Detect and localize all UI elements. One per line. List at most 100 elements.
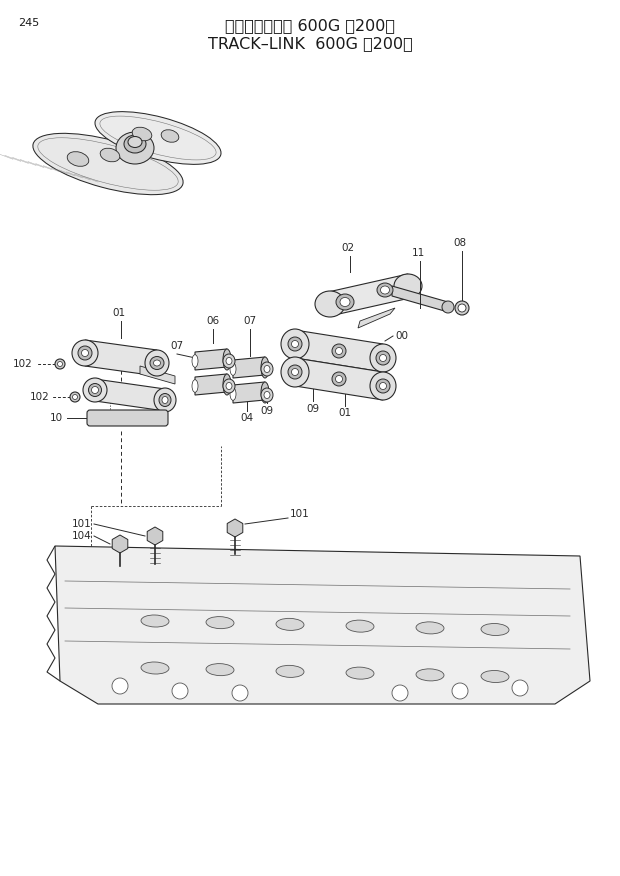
FancyBboxPatch shape (87, 410, 168, 426)
Polygon shape (295, 358, 383, 400)
Circle shape (392, 685, 408, 701)
Ellipse shape (223, 354, 235, 368)
Text: 00: 00 (395, 331, 408, 341)
Ellipse shape (150, 357, 164, 370)
Text: 10: 10 (50, 413, 63, 423)
Ellipse shape (223, 379, 235, 393)
Ellipse shape (141, 615, 169, 627)
Ellipse shape (261, 388, 273, 402)
Text: 07: 07 (244, 316, 257, 326)
Polygon shape (358, 308, 395, 328)
Circle shape (172, 683, 188, 699)
Ellipse shape (281, 329, 309, 359)
Circle shape (512, 680, 528, 696)
Ellipse shape (264, 365, 270, 372)
Text: 09: 09 (260, 406, 273, 416)
Ellipse shape (226, 383, 232, 390)
Ellipse shape (206, 664, 234, 675)
Text: 245: 245 (18, 18, 39, 28)
Ellipse shape (481, 624, 509, 635)
Ellipse shape (281, 357, 309, 387)
Ellipse shape (159, 393, 171, 406)
Ellipse shape (124, 135, 146, 153)
Text: TRACK–LINK  600G （200）: TRACK–LINK 600G （200） (208, 36, 412, 51)
Ellipse shape (261, 362, 273, 376)
Text: 102: 102 (30, 392, 50, 402)
Polygon shape (95, 379, 165, 411)
Ellipse shape (291, 341, 298, 348)
Ellipse shape (154, 360, 161, 366)
Text: 101: 101 (290, 509, 310, 519)
Ellipse shape (332, 344, 346, 358)
Polygon shape (233, 382, 265, 403)
Ellipse shape (83, 378, 107, 402)
Ellipse shape (192, 379, 198, 392)
Circle shape (112, 678, 128, 694)
Text: 101: 101 (73, 519, 92, 529)
Ellipse shape (141, 662, 169, 674)
Ellipse shape (95, 111, 221, 165)
Ellipse shape (161, 130, 179, 142)
Ellipse shape (416, 669, 444, 681)
Ellipse shape (264, 392, 270, 399)
Polygon shape (328, 274, 410, 316)
Ellipse shape (291, 369, 298, 376)
Ellipse shape (33, 133, 183, 194)
Text: トラックリンク 600G （200）: トラックリンク 600G （200） (225, 18, 395, 33)
Ellipse shape (230, 363, 236, 375)
Text: 01: 01 (112, 308, 126, 318)
Ellipse shape (376, 351, 390, 365)
Ellipse shape (315, 291, 345, 317)
Ellipse shape (261, 357, 269, 378)
Ellipse shape (379, 383, 386, 390)
Ellipse shape (332, 372, 346, 386)
Ellipse shape (223, 374, 231, 395)
Ellipse shape (162, 397, 168, 404)
Text: 02: 02 (342, 243, 355, 253)
Ellipse shape (370, 344, 396, 372)
Ellipse shape (288, 337, 302, 351)
Ellipse shape (394, 274, 422, 298)
Ellipse shape (132, 127, 152, 141)
Ellipse shape (261, 382, 269, 403)
Ellipse shape (58, 362, 63, 366)
Ellipse shape (276, 666, 304, 677)
Ellipse shape (340, 298, 350, 307)
Polygon shape (140, 366, 175, 384)
Ellipse shape (370, 372, 396, 400)
Text: 11: 11 (412, 248, 425, 258)
Polygon shape (85, 340, 157, 376)
Ellipse shape (230, 388, 236, 400)
Ellipse shape (206, 617, 234, 629)
Ellipse shape (335, 376, 342, 383)
Ellipse shape (73, 394, 78, 399)
Ellipse shape (128, 137, 142, 147)
Ellipse shape (70, 392, 80, 402)
Ellipse shape (336, 294, 354, 310)
Polygon shape (55, 546, 590, 704)
Ellipse shape (377, 283, 393, 297)
Ellipse shape (442, 301, 454, 313)
Polygon shape (295, 330, 383, 372)
Text: 01: 01 (339, 408, 352, 418)
Ellipse shape (145, 350, 169, 376)
Text: 08: 08 (453, 238, 467, 248)
Circle shape (232, 685, 248, 701)
Text: 06: 06 (206, 316, 219, 326)
Ellipse shape (346, 620, 374, 632)
Circle shape (452, 683, 468, 699)
Polygon shape (233, 357, 265, 378)
Text: 07: 07 (170, 341, 184, 351)
Ellipse shape (100, 148, 120, 162)
Ellipse shape (288, 365, 302, 379)
Polygon shape (195, 374, 227, 395)
Polygon shape (392, 286, 448, 312)
Ellipse shape (376, 379, 390, 393)
Ellipse shape (72, 340, 98, 366)
Ellipse shape (458, 304, 466, 312)
Ellipse shape (455, 301, 469, 315)
Ellipse shape (78, 346, 92, 360)
Ellipse shape (379, 355, 386, 362)
Ellipse shape (92, 386, 99, 393)
Ellipse shape (55, 359, 65, 369)
